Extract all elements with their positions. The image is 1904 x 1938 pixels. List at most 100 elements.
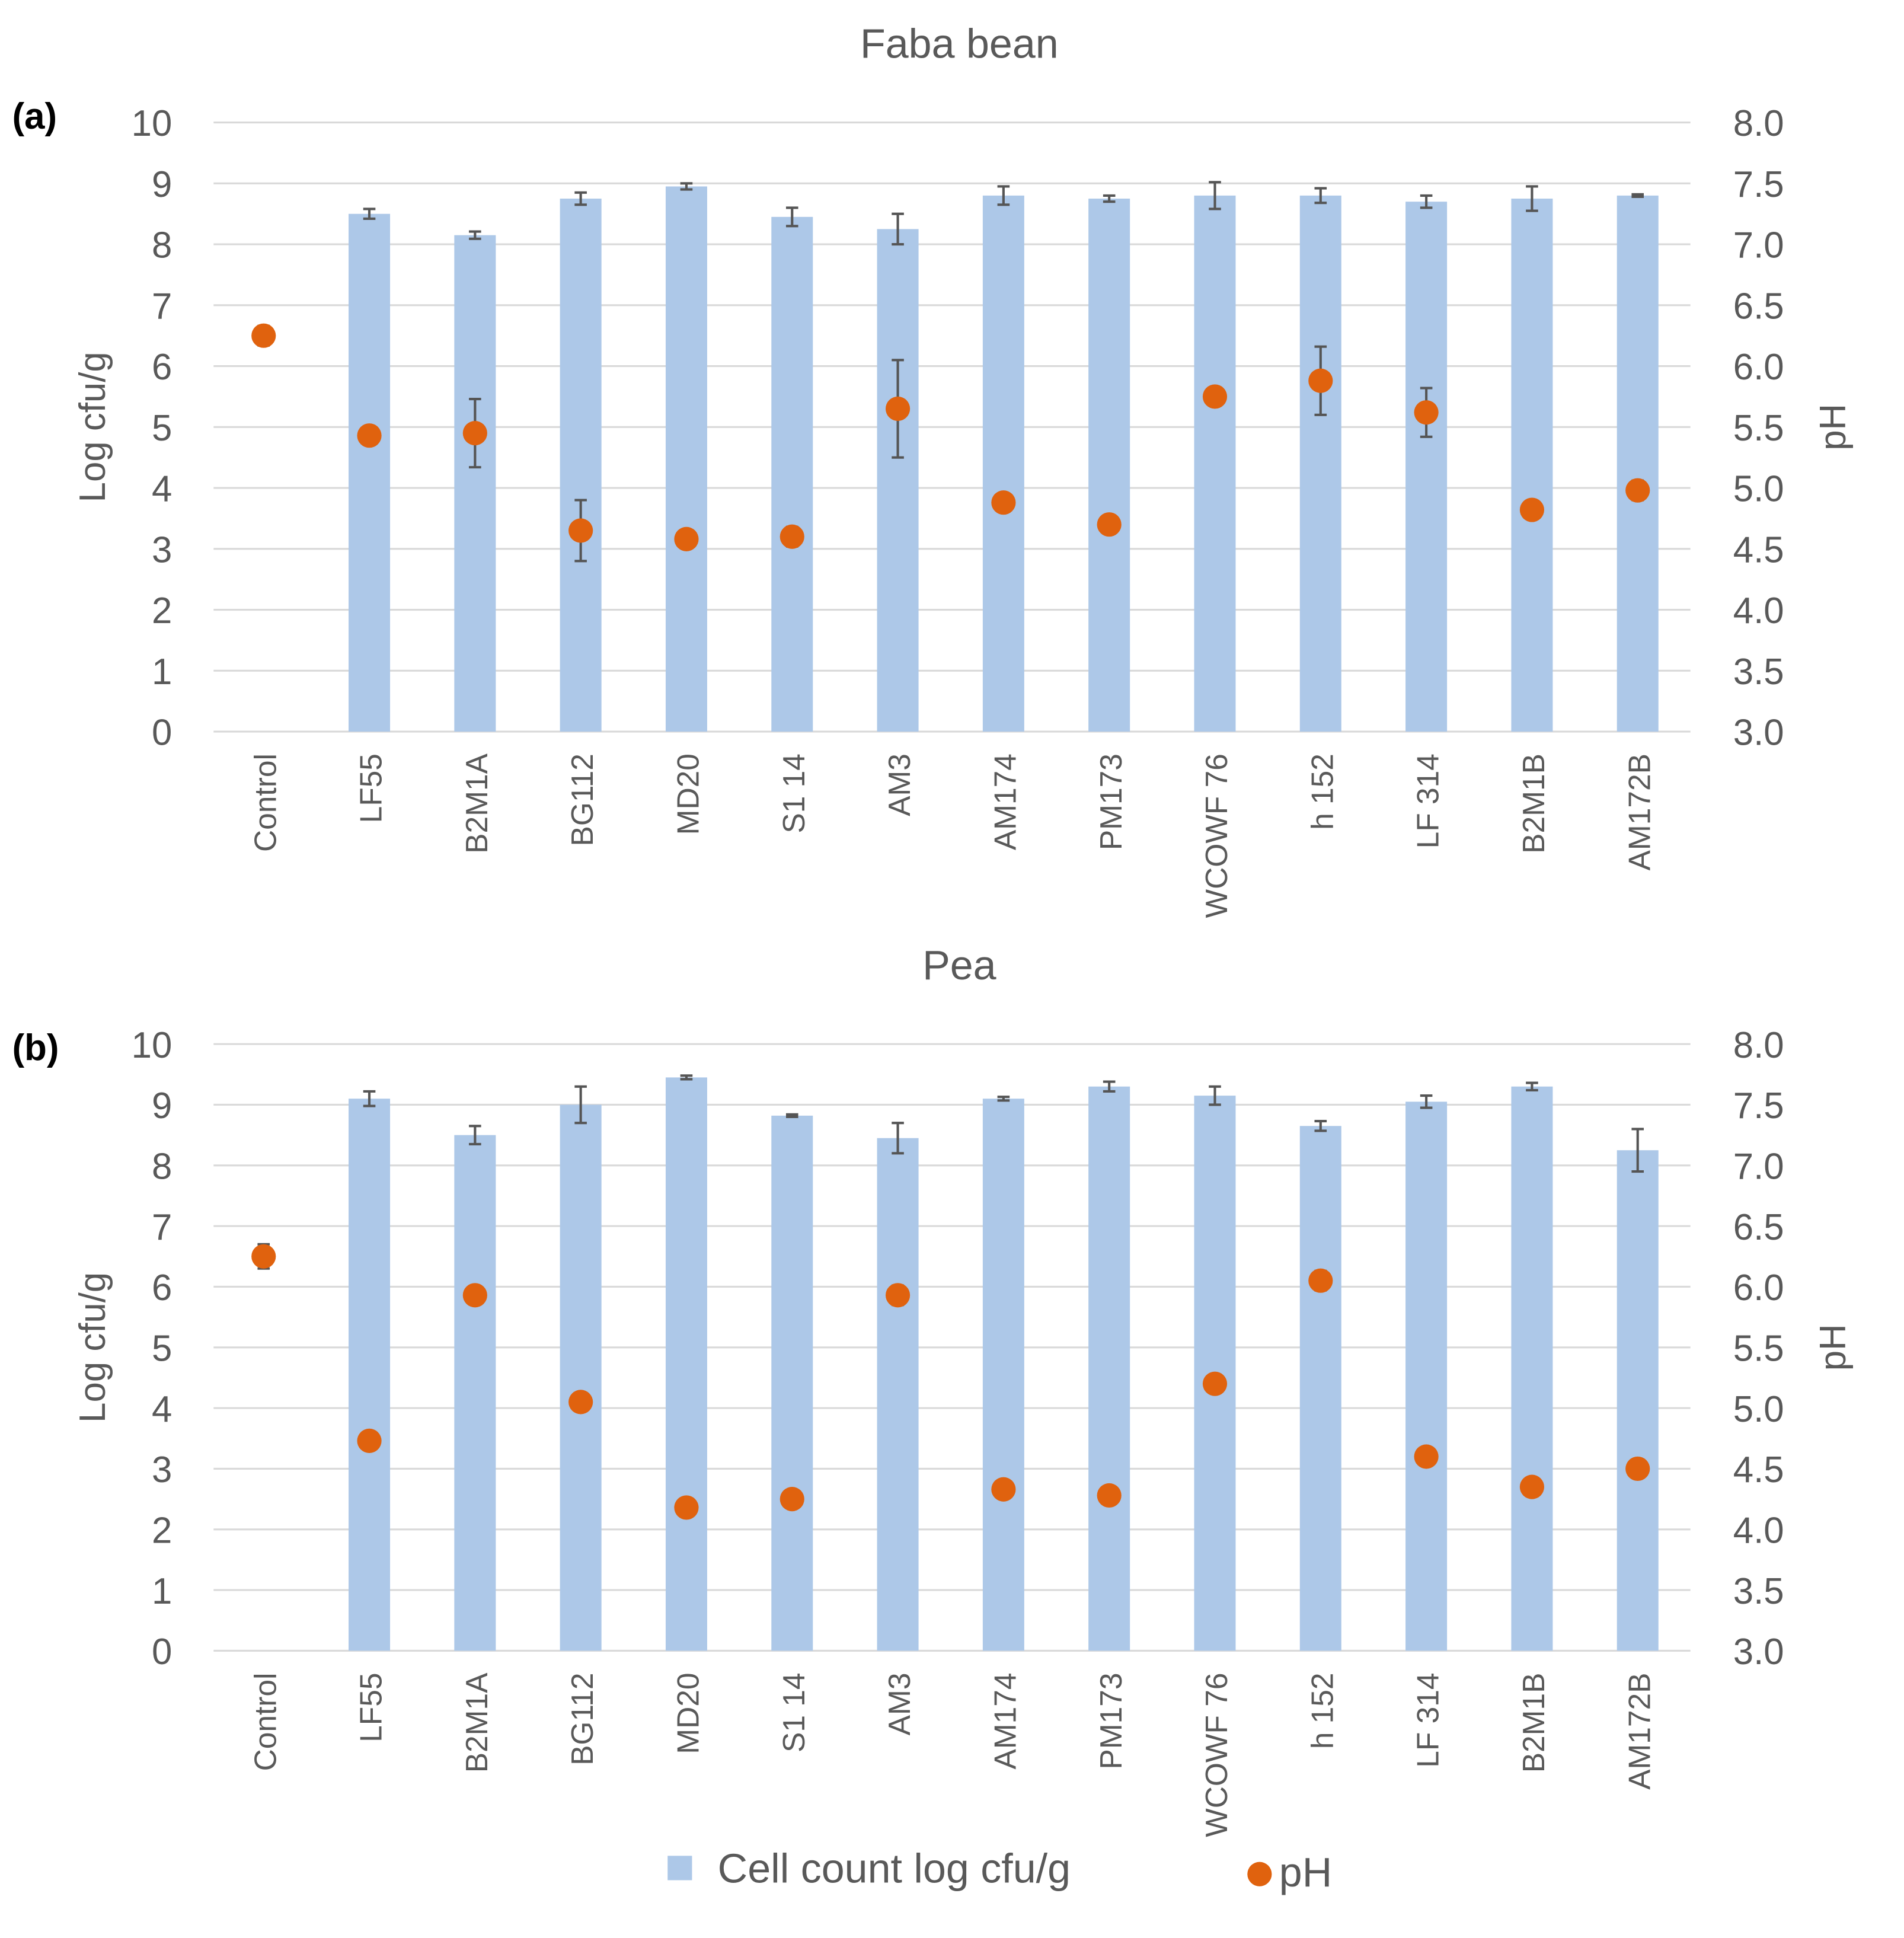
bar [771, 216, 813, 732]
bar [560, 199, 602, 732]
x-tick-label: PM173 [1094, 1672, 1128, 1769]
x-tick-label: BG112 [565, 754, 599, 846]
y-tick-label: 3 [152, 529, 172, 570]
bar [1299, 195, 1341, 732]
y-axis-label: Log cfu/g [72, 352, 113, 502]
panel-faba-bean: Faba bean (a) 0 1 2 3 4 5 6 7 8 9 10 3.0 3.5 4.0 4.5 5.0 5… [12, 20, 1854, 918]
bar [1617, 1150, 1659, 1651]
x-tick-label: B2M1A [459, 753, 494, 853]
y-tick-label: 4 [152, 1389, 172, 1430]
ph-point [1414, 400, 1439, 425]
bar [1194, 195, 1236, 732]
bar-error-bar [1103, 194, 1116, 203]
ph-point [885, 1283, 911, 1308]
ph-point [568, 518, 593, 543]
ph-point [991, 1477, 1016, 1502]
bar-error-bar [363, 207, 376, 220]
bar [1511, 199, 1553, 732]
bar [665, 186, 707, 732]
y2-tick-label: 6.0 [1733, 347, 1784, 388]
y-tick-label: 0 [152, 1632, 172, 1672]
x-tick-label: PM173 [1094, 754, 1128, 850]
y2-axis-label: pH [1813, 1324, 1854, 1371]
y2-tick-label: 5.0 [1733, 469, 1784, 510]
y-tick-label: 9 [152, 164, 172, 205]
bar-error-bar [680, 1074, 693, 1081]
ph-point [780, 524, 804, 549]
y-axis-label: Log cfu/g [72, 1272, 113, 1423]
bar [349, 213, 391, 732]
y2-tick-label: 7.5 [1733, 1085, 1784, 1126]
x-tick-label: AM3 [882, 1672, 916, 1735]
panel-label: (b) [12, 1027, 59, 1068]
y2-tick-label: 6.5 [1733, 1207, 1784, 1248]
bar [1405, 1102, 1448, 1651]
bar [1617, 195, 1659, 732]
bar-error-bar [892, 212, 904, 246]
y2-tick-label: 3.0 [1733, 713, 1784, 754]
legend-dot-swatch [1247, 1862, 1272, 1886]
ph-point [1308, 1268, 1333, 1293]
y2-tick-label: 8.0 [1733, 1025, 1784, 1066]
y2-tick-label: 7.0 [1733, 225, 1784, 266]
y-tick-label: 10 [132, 103, 172, 144]
x-tick-label: Control [248, 1672, 282, 1771]
y-tick-label: 2 [152, 1510, 172, 1551]
ph-point [1097, 1483, 1122, 1508]
y2-tick-label: 5.0 [1733, 1389, 1784, 1430]
x-tick-label: Control [248, 754, 282, 852]
bar-error-bar [892, 1122, 904, 1155]
bar-error-bar [363, 1090, 376, 1107]
y2-tick-label: 4.5 [1733, 1449, 1784, 1490]
x-tick-label: AM174 [988, 1672, 1022, 1769]
bar-error-bar [574, 1085, 587, 1125]
bar [877, 229, 919, 732]
x-tick-label: B2M1A [459, 1672, 494, 1773]
y-tick-label: 6 [152, 1267, 172, 1308]
bar [560, 1104, 602, 1651]
x-tick-label: h 152 [1305, 754, 1339, 830]
bar [454, 1135, 496, 1651]
y-tick-label: 0 [152, 713, 172, 754]
ph-point [1202, 384, 1228, 409]
x-tick-label: AM172B [1622, 1672, 1656, 1789]
legend-bar-label: Cell count log cfu/g [718, 1846, 1071, 1892]
bar-error-bar [1103, 1080, 1116, 1093]
bar-error-bar [785, 1113, 798, 1118]
x-tick-label: h 152 [1305, 1672, 1339, 1749]
ph-point [251, 1244, 276, 1269]
bar-error-bar [469, 1125, 481, 1146]
y-tick-label: 4 [152, 469, 172, 510]
ph-point [357, 1428, 382, 1453]
y-tick-label: 7 [152, 1207, 172, 1248]
ph-point [1625, 478, 1650, 503]
y-tick-label: 5 [152, 1328, 172, 1369]
ph-point [568, 1390, 593, 1415]
y2-tick-label: 3.0 [1733, 1632, 1784, 1672]
ph-point [674, 526, 699, 551]
legend-dot-label: pH [1279, 1849, 1332, 1895]
bar-error-bar [1526, 1081, 1538, 1091]
y-tick-label: 5 [152, 408, 172, 449]
y2-tick-label: 7.0 [1733, 1146, 1784, 1187]
bar-error-bar [1209, 1085, 1221, 1106]
x-tick-label: BG112 [565, 1672, 599, 1765]
x-tick-label: B2M1B [1516, 754, 1551, 854]
ph-point [780, 1487, 804, 1512]
bar-error-bar [574, 191, 587, 206]
x-tick-label: AM172B [1622, 754, 1656, 870]
y-tick-label: 9 [152, 1085, 172, 1126]
y-tick-label: 6 [152, 347, 172, 388]
y-tick-label: 1 [152, 652, 172, 692]
y-tick-label: 7 [152, 286, 172, 327]
y2-tick-label: 6.0 [1733, 1267, 1784, 1308]
y2-tick-label: 3.5 [1733, 1571, 1784, 1612]
bar-error-bar [1420, 1094, 1433, 1109]
y2-tick-label: 5.5 [1733, 1328, 1784, 1369]
bar [665, 1077, 707, 1651]
x-tick-label: B2M1B [1516, 1672, 1551, 1773]
ph-point [1625, 1456, 1650, 1482]
ph-point [1097, 512, 1122, 537]
x-tick-label: WCOWF 76 [1199, 754, 1234, 918]
